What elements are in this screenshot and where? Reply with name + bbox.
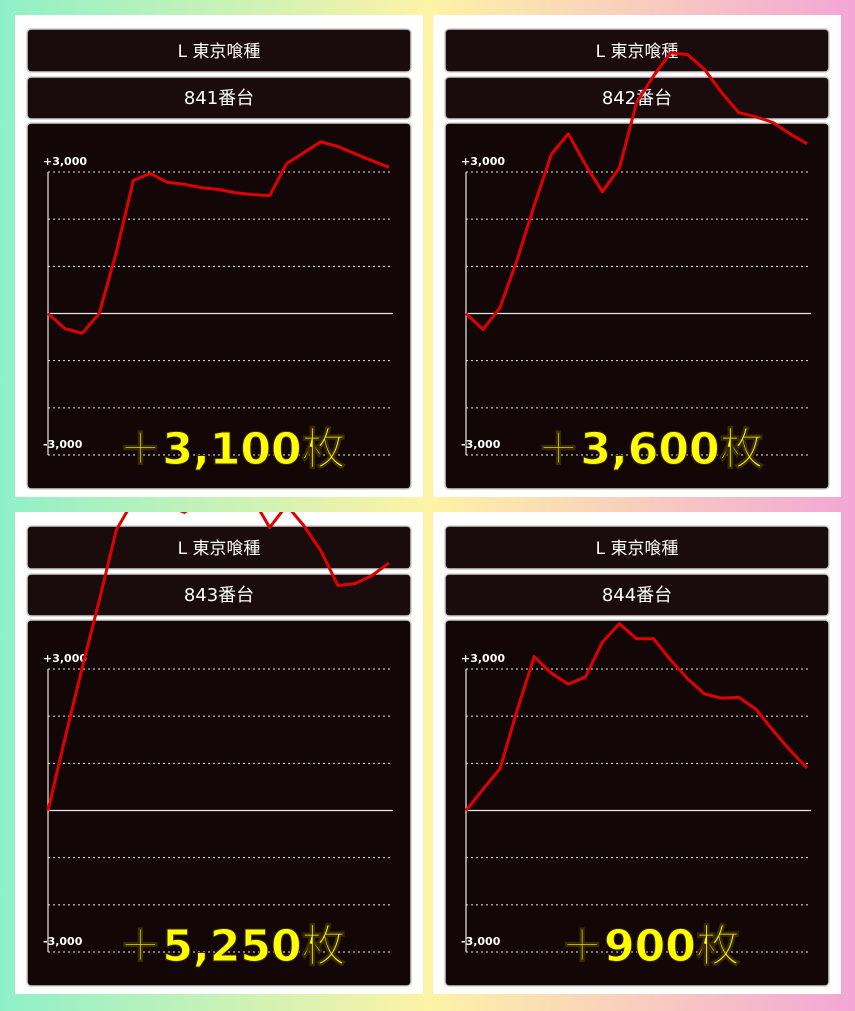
result-annotation: ＋900枚 — [560, 921, 740, 972]
subtitle-bar — [26, 76, 412, 120]
y-tick-label: +3,000 — [461, 652, 505, 665]
y-tick-label: +3,000 — [461, 155, 505, 168]
y-tick-label: +3,000 — [43, 155, 87, 168]
subtitle-bar — [444, 76, 830, 120]
plot-area — [444, 122, 830, 490]
data-line — [464, 51, 808, 331]
y-tick-label: -3,000 — [43, 935, 83, 948]
title-bar — [444, 525, 830, 570]
chart-panel: L 東京喰種 843番台 -3,000 +3,000 ＋5,250枚 — [15, 512, 423, 994]
chart-title: L 東京喰種 — [596, 42, 679, 62]
chart-panel: L 東京喰種 841番台 -3,000 +3,000 ＋3,100枚 — [15, 15, 423, 497]
plot-area — [26, 122, 412, 490]
result-annotation: ＋3,600枚 — [536, 424, 763, 475]
y-tick-label: -3,000 — [461, 935, 501, 948]
y-tick-label: -3,000 — [43, 438, 83, 451]
result-annotation: ＋5,250枚 — [118, 921, 345, 972]
result-annotation: ＋3,100枚 — [118, 424, 345, 475]
data-line — [47, 140, 390, 335]
chart-panel: L 東京喰種 842番台 -3,000 +3,000 ＋3,600枚 — [433, 15, 841, 497]
title-bar — [444, 28, 830, 73]
data-line — [46, 512, 390, 811]
y-tick-label: -3,000 — [461, 438, 501, 451]
y-tick-label: +3,000 — [43, 652, 87, 665]
chart-title: L 東京喰種 — [178, 42, 261, 62]
chart-panel: L 東京喰種 844番台 -3,000 +3,000 ＋900枚 — [433, 512, 841, 994]
chart-title: L 東京喰種 — [596, 539, 679, 559]
data-line — [464, 622, 809, 812]
subtitle-bar — [444, 573, 830, 617]
title-bar — [26, 28, 412, 73]
chart-subtitle: 842番台 — [602, 88, 672, 109]
chart-subtitle: 843番台 — [184, 585, 254, 606]
plot-area — [26, 619, 412, 987]
title-bar — [26, 525, 412, 570]
plot-area — [444, 619, 830, 987]
subtitle-bar — [26, 573, 412, 617]
chart-title: L 東京喰種 — [178, 539, 261, 559]
chart-subtitle: 844番台 — [602, 585, 672, 606]
chart-subtitle: 841番台 — [184, 88, 254, 109]
